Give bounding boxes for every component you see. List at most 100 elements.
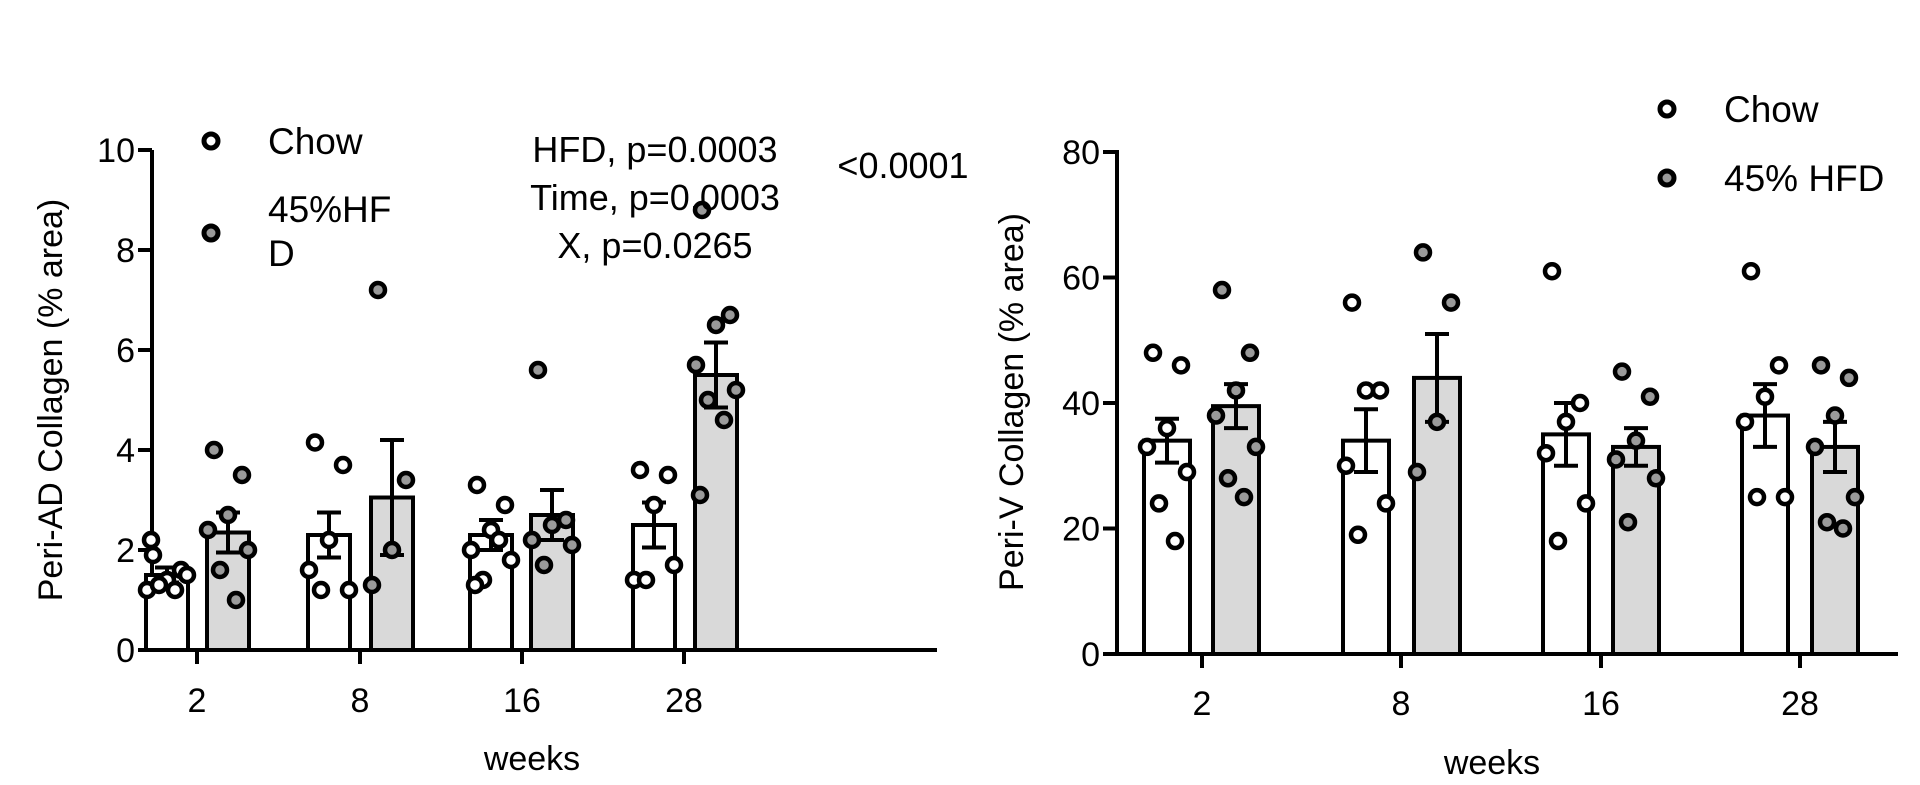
peri-v-point-hfd (1845, 487, 1865, 507)
peri-ad-point-chow (299, 560, 319, 580)
peri-v-point-hfd (1612, 362, 1632, 381)
peri-ad-point-hfd (382, 540, 402, 560)
peri-ad-point-chow (339, 580, 359, 600)
peri-ad-point-chow (149, 575, 169, 595)
peri-v-point-hfd (1206, 406, 1226, 425)
peri-ad-point-hfd (198, 520, 218, 540)
peri-v-point-chow (1735, 412, 1755, 432)
peri-ad-point-hfd (238, 540, 258, 560)
peri-v-point-hfd (1212, 280, 1232, 300)
peri-v-bar-chow-28 (1740, 413, 1790, 656)
peri-v-point-chow (1769, 356, 1789, 375)
peri-ad-x-tick-label: 8 (351, 682, 370, 720)
peri-v-y-tick-label: 0 (1081, 636, 1100, 674)
peri-v-point-chow (1536, 443, 1556, 463)
legend-hfd-marker (201, 223, 221, 243)
peri-ad-x-ticks: 2 8 16 28 (188, 650, 703, 720)
peri-ad-x-tick-label: 16 (503, 682, 541, 720)
peri-ad-point-chow (630, 460, 650, 480)
peri-v-point-hfd (1817, 512, 1837, 532)
peri-ad-y-tick-label: 4 (116, 432, 135, 470)
peri-ad-point-hfd (686, 355, 706, 375)
peri-ad-point-chow (664, 555, 684, 575)
peri-v-bar-hfd-8 (1412, 375, 1462, 656)
peri-v-point-hfd (1640, 387, 1660, 406)
legend-chow-marker (201, 131, 221, 151)
peri-v-point-chow (1747, 487, 1767, 507)
peri-ad-point-hfd (204, 440, 224, 460)
peri-v-point-chow (1157, 418, 1177, 438)
peri-v-x-ticks: 2 8 16 28 (1193, 654, 1819, 723)
peri-ad-y-tick-label: 6 (116, 332, 135, 370)
peri-v-x-tick-label: 16 (1582, 685, 1620, 723)
peri-ad-point-hfd (534, 555, 554, 575)
peri-v-legend: Chow 45% HFD (1657, 89, 1884, 199)
peri-v-point-hfd (1646, 469, 1666, 488)
peri-ad-point-chow (177, 565, 197, 585)
legend-chow-marker (1657, 99, 1677, 119)
peri-v-point-hfd (1240, 343, 1260, 363)
peri-v-x-tick-label: 2 (1193, 685, 1212, 723)
peri-ad-point-hfd (714, 410, 734, 430)
peri-v-bar-chow-8 (1341, 438, 1391, 656)
peri-ad-point-hfd (362, 575, 382, 595)
peri-ad-y-tick-label: 8 (116, 232, 135, 270)
peri-ad-point-chow (333, 455, 353, 475)
peri-ad-point-hfd (726, 380, 746, 400)
peri-v-point-chow (1171, 356, 1191, 375)
peri-ad-point-chow (636, 570, 656, 590)
peri-ad-y-tick-label: 10 (97, 132, 135, 170)
peri-v-point-chow (1165, 531, 1185, 551)
peri-v-y-tick-label: 60 (1062, 260, 1100, 298)
peri-ad-x-label: weeks (483, 740, 580, 778)
peri-v-point-hfd (1606, 450, 1626, 469)
peri-v-point-hfd (1618, 512, 1638, 532)
peri-ad-y-label: Peri-AD Collagen (% area) (32, 199, 70, 602)
peri-v-point-chow (1548, 531, 1568, 551)
peri-ad-stats: HFD, p=0.0003 Time, p=0.0003 X, p=0.0265… (530, 129, 968, 266)
peri-v-point-chow (1576, 494, 1596, 513)
peri-ad-y-tick-label: 0 (116, 632, 135, 670)
peri-v-point-chow (1741, 261, 1761, 281)
legend-chow-label: Chow (268, 121, 363, 162)
peri-v-point-hfd (1805, 437, 1825, 457)
peri-v-x-tick-label: 28 (1781, 685, 1819, 723)
peri-ad-point-chow (465, 575, 485, 595)
peri-ad-point-chow (461, 540, 481, 560)
peri-ad-point-hfd (690, 485, 710, 505)
peri-v-point-hfd (1413, 243, 1433, 262)
peri-v-point-hfd (1839, 368, 1859, 388)
peri-v-x-tick-label: 8 (1392, 685, 1411, 723)
peri-ad-y-tick-label: 2 (116, 532, 135, 570)
peri-v-point-hfd (1234, 487, 1254, 507)
peri-v-point-chow (1336, 456, 1356, 475)
peri-ad-point-chow (495, 495, 515, 515)
peri-v-point-hfd (1441, 293, 1461, 312)
peri-v-point-hfd (1811, 356, 1831, 375)
peri-ad-point-hfd (542, 515, 562, 535)
peri-ad-point-chow (489, 530, 509, 550)
peri-ad-point-hfd (232, 465, 252, 485)
peri-ad-point-hfd (562, 535, 582, 555)
peri-v-x-label: weeks (1443, 744, 1540, 782)
peri-ad-points (137, 200, 746, 610)
peri-v-point-hfd (1226, 381, 1246, 400)
peri-v-point-hfd (1246, 437, 1266, 457)
peri-v-bars (1142, 331, 1860, 657)
peri-ad-legend: Chow 45%HF D (201, 121, 391, 274)
peri-v-y-label: Peri-V Collagen (% area) (993, 213, 1031, 591)
peri-v-point-chow (1342, 293, 1362, 312)
peri-v-bar-hfd-28 (1810, 444, 1860, 656)
peri-v-point-hfd (1825, 406, 1845, 425)
peri-ad-point-hfd (692, 200, 712, 220)
legend-hfd-label: 45% HFD (1724, 158, 1884, 199)
peri-v-bar-hfd-16 (1611, 444, 1661, 656)
legend-hfd-label: 45%HF D (268, 189, 391, 274)
peri-v-point-chow (1755, 387, 1775, 406)
peri-v-point-hfd (1833, 519, 1853, 538)
peri-ad-point-chow (467, 475, 487, 495)
peri-ad-point-hfd (368, 280, 388, 300)
